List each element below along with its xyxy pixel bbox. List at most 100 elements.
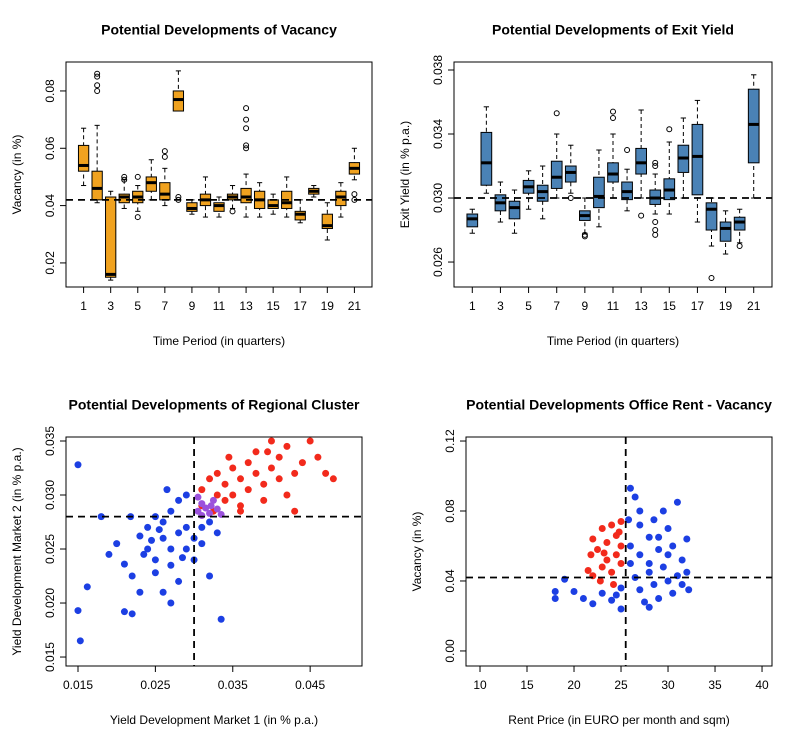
point xyxy=(252,469,260,477)
x-tick-label: 15 xyxy=(266,299,280,313)
point xyxy=(275,453,283,461)
point xyxy=(314,453,322,461)
outlier xyxy=(121,173,128,180)
x-tick-label: 17 xyxy=(294,299,308,313)
panel-title: Potential Developments Office Rent - Vac… xyxy=(466,397,772,413)
x-axis-label: Time Period (in quarters) xyxy=(153,334,285,348)
point xyxy=(198,540,206,548)
y-tick-label: 0.12 xyxy=(443,429,457,453)
outlier xyxy=(229,208,236,215)
point xyxy=(163,486,171,494)
x-tick-label: 5 xyxy=(134,299,141,313)
box xyxy=(550,160,563,189)
x-axis-label: Rent Price (in EURO per month and sqm) xyxy=(508,713,729,727)
point xyxy=(144,523,152,531)
point xyxy=(206,475,214,483)
point xyxy=(237,475,245,483)
x-tick-label: 21 xyxy=(348,299,362,313)
box xyxy=(91,170,103,201)
point xyxy=(641,598,649,606)
point xyxy=(120,560,128,568)
box xyxy=(480,131,493,186)
point xyxy=(600,549,608,557)
x-tick-label: 11 xyxy=(213,299,226,313)
point xyxy=(207,502,215,510)
point xyxy=(120,608,128,616)
x-tick-label: 3 xyxy=(497,299,504,313)
point xyxy=(650,516,658,524)
point xyxy=(291,507,299,515)
plot-frame xyxy=(453,61,773,288)
point xyxy=(645,603,653,611)
point xyxy=(645,533,653,541)
x-tick-label: 35 xyxy=(708,678,722,692)
outlier xyxy=(652,163,659,170)
point xyxy=(655,594,663,602)
x-tick-label: 1 xyxy=(80,299,87,313)
y-tick-label: 0.026 xyxy=(431,247,445,277)
point xyxy=(291,469,299,477)
point xyxy=(155,526,163,534)
outlier xyxy=(652,227,659,234)
point xyxy=(645,568,653,576)
point xyxy=(589,535,597,543)
point xyxy=(587,551,595,559)
point xyxy=(664,524,672,532)
point xyxy=(551,594,559,602)
outlier xyxy=(567,195,574,202)
outlier xyxy=(243,145,250,152)
point xyxy=(664,551,672,559)
x-tick-label: 21 xyxy=(747,299,761,313)
outlier xyxy=(624,147,631,154)
point xyxy=(329,475,337,483)
outlier xyxy=(553,110,560,117)
point xyxy=(664,577,672,585)
x-tick-label: 15 xyxy=(663,299,677,313)
point xyxy=(683,535,691,543)
point xyxy=(237,502,245,510)
point xyxy=(551,587,559,595)
y-tick-label: 0.06 xyxy=(43,136,57,160)
point xyxy=(594,545,602,553)
point xyxy=(608,568,616,576)
point xyxy=(198,486,206,494)
x-tick-label: 5 xyxy=(525,299,532,313)
point xyxy=(159,588,167,596)
point xyxy=(596,577,604,585)
point xyxy=(182,523,190,531)
y-axis-label: Exit Yield (in % p.a.) xyxy=(398,121,412,228)
point xyxy=(617,517,625,525)
point xyxy=(598,563,606,571)
outlier xyxy=(610,115,616,122)
outlier xyxy=(243,125,250,132)
point xyxy=(113,540,121,548)
point xyxy=(83,583,91,591)
point xyxy=(167,561,175,569)
point xyxy=(631,493,639,501)
point xyxy=(144,545,152,553)
point xyxy=(198,523,206,531)
outlier xyxy=(134,173,141,180)
panel-title: Potential Developments of Vacancy xyxy=(101,22,337,38)
box xyxy=(719,221,732,242)
point xyxy=(221,496,229,504)
box xyxy=(159,182,171,201)
outlier xyxy=(94,87,101,94)
outlier xyxy=(94,82,101,89)
point xyxy=(213,529,221,537)
point xyxy=(655,533,663,541)
point xyxy=(685,586,693,594)
point xyxy=(626,559,634,567)
point xyxy=(202,504,210,512)
y-tick-label: 0.015 xyxy=(43,642,57,672)
y-axis-label: Vacancy (in %) xyxy=(10,135,24,215)
point xyxy=(128,610,136,618)
box xyxy=(593,176,605,209)
point xyxy=(229,464,237,472)
panel-title: Potential Developments of Exit Yield xyxy=(492,22,734,38)
outlier xyxy=(243,105,250,112)
point xyxy=(198,512,206,520)
plot-frame xyxy=(65,436,363,667)
point xyxy=(159,518,167,526)
point xyxy=(669,589,677,597)
